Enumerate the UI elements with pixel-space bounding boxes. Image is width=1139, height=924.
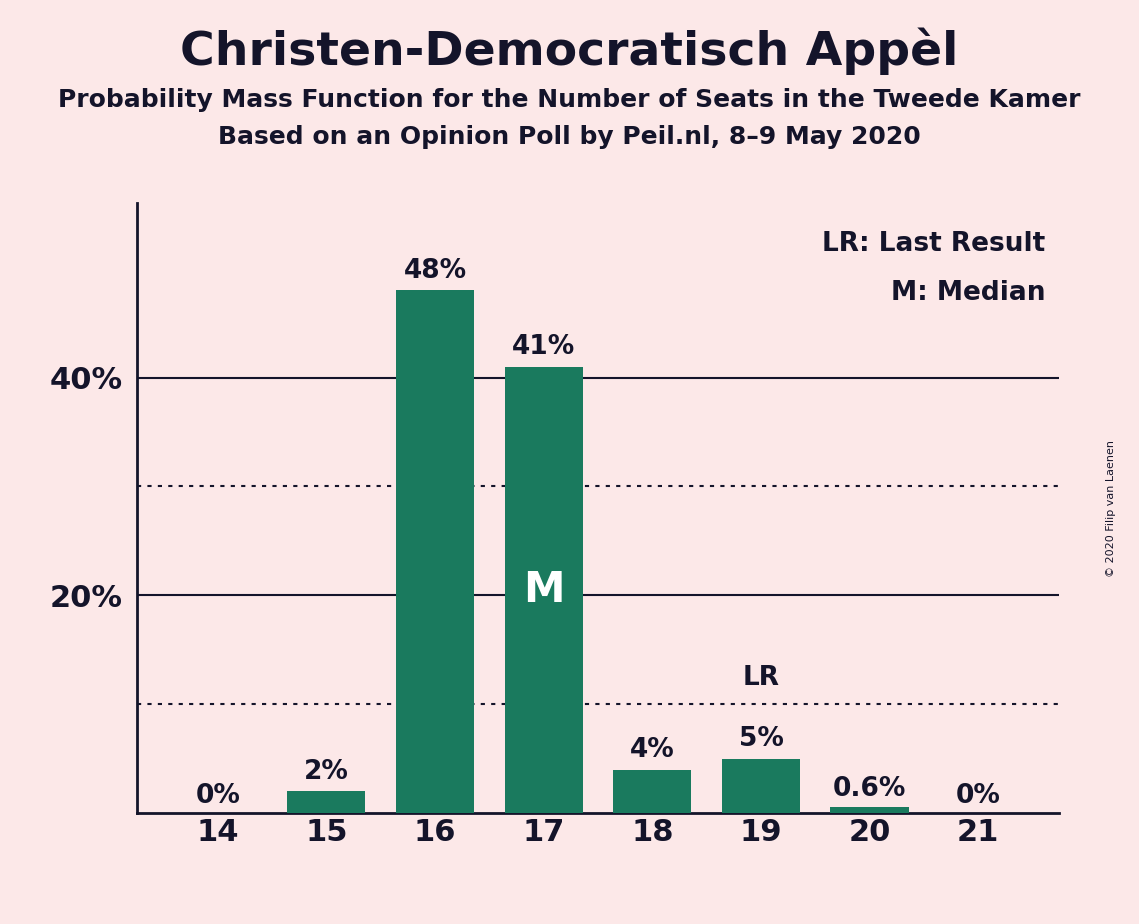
Text: 41%: 41% [513, 334, 575, 360]
Text: Christen-Democratisch Appèl: Christen-Democratisch Appèl [180, 28, 959, 75]
Text: © 2020 Filip van Laenen: © 2020 Filip van Laenen [1106, 440, 1115, 577]
Text: 0.6%: 0.6% [833, 776, 907, 802]
Text: 5%: 5% [738, 726, 784, 752]
Text: LR: Last Result: LR: Last Result [822, 231, 1046, 257]
Text: 48%: 48% [403, 258, 467, 284]
Text: M: M [523, 569, 565, 611]
Text: Based on an Opinion Poll by Peil.nl, 8–9 May 2020: Based on an Opinion Poll by Peil.nl, 8–9… [219, 125, 920, 149]
Bar [396, 290, 474, 813]
Bar [722, 759, 800, 813]
Text: Probability Mass Function for the Number of Seats in the Tweede Kamer: Probability Mass Function for the Number… [58, 88, 1081, 112]
Text: M: Median: M: Median [891, 279, 1046, 306]
Text: 0%: 0% [195, 783, 240, 808]
Bar [830, 807, 909, 813]
Text: 4%: 4% [630, 737, 674, 763]
Text: LR: LR [743, 665, 779, 691]
Bar [505, 367, 583, 813]
Bar [287, 791, 366, 813]
Bar [613, 770, 691, 813]
Text: 2%: 2% [304, 759, 349, 784]
Text: 0%: 0% [956, 783, 1001, 808]
